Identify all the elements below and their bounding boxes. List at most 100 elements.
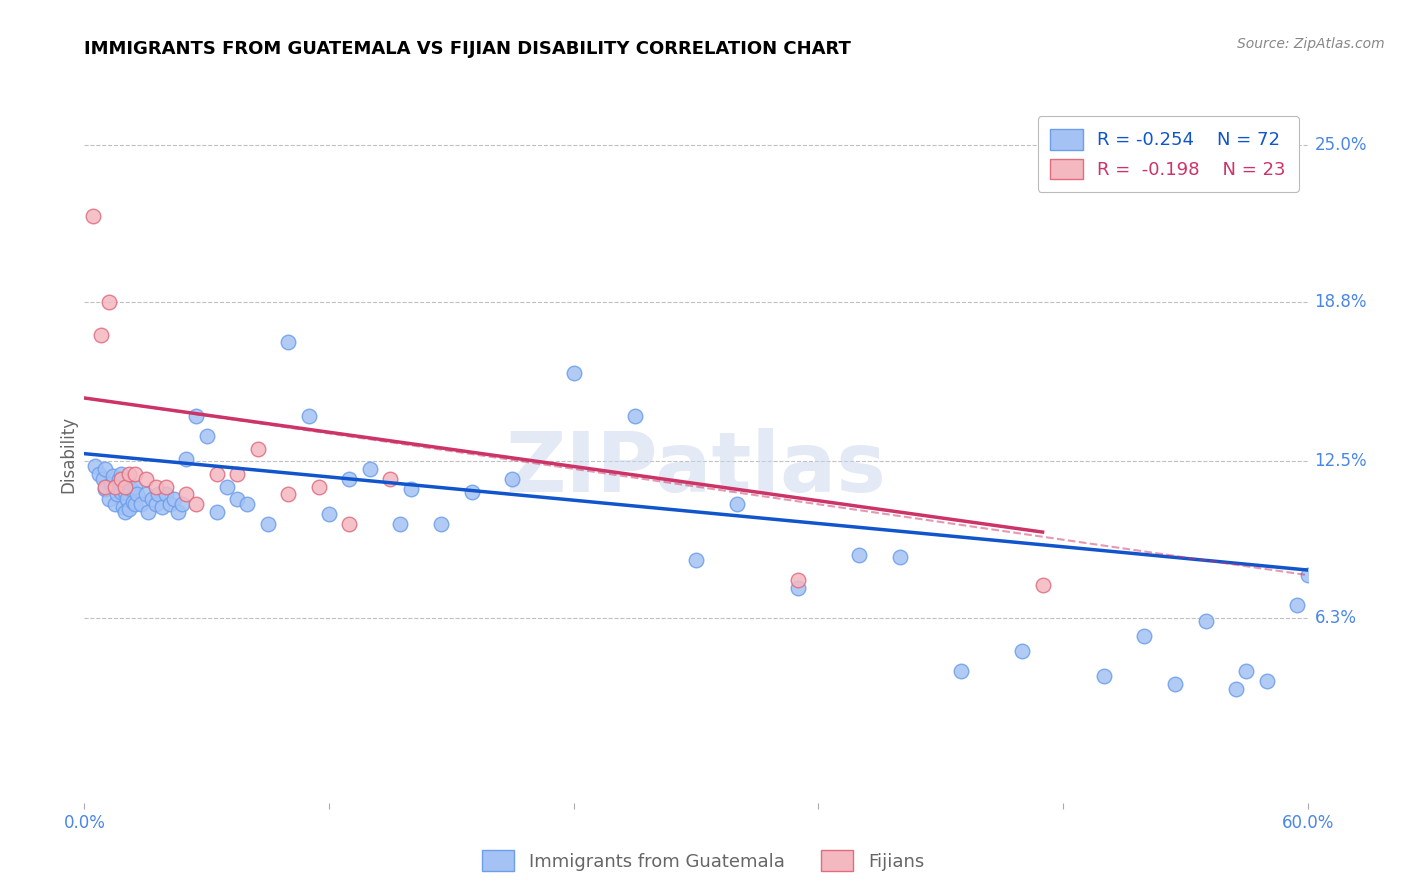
Point [339,472,360,486]
Point [380,472,402,486]
Point [257,517,280,532]
Point [124,497,146,511]
Point [159,497,181,511]
Point [110,467,132,481]
Text: 6.3%: 6.3% [1315,609,1357,627]
Point [167,505,190,519]
Point [205,467,228,481]
Point [93,479,115,493]
Point [141,492,163,507]
Legend: R = -0.254    N = 72, R =  -0.198    N = 23: R = -0.254 N = 72, R = -0.198 N = 23 [1038,116,1299,192]
Point [277,335,299,350]
Point [93,462,115,476]
Point [430,517,453,532]
Point [91,472,114,486]
Point [163,492,186,507]
Point [110,484,132,499]
Point [124,479,146,493]
Point [236,497,259,511]
Point [136,505,159,519]
Point [389,517,412,532]
Point [97,492,120,507]
Point [461,484,484,499]
Point [145,479,167,493]
Point [399,482,422,496]
Point [359,462,381,476]
Point [848,548,870,562]
Point [118,467,141,481]
Point [889,550,911,565]
Point [1133,629,1156,643]
Point [87,467,110,481]
Point [246,442,269,456]
Point [217,479,239,493]
Point [97,294,120,309]
Legend: Immigrants from Guatemala, Fijians: Immigrants from Guatemala, Fijians [475,843,931,879]
Point [93,482,115,496]
Point [308,479,330,493]
Point [501,472,523,486]
Point [318,508,340,522]
Point [685,553,707,567]
Point [155,487,177,501]
Point [118,502,141,516]
Point [1092,669,1115,683]
Point [339,517,360,532]
Point [124,467,146,481]
Point [195,429,218,443]
Point [787,581,810,595]
Point [787,573,810,587]
Text: IMMIGRANTS FROM GUATEMALA VS FIJIAN DISABILITY CORRELATION CHART: IMMIGRANTS FROM GUATEMALA VS FIJIAN DISA… [84,40,851,58]
Text: 25.0%: 25.0% [1315,136,1367,154]
Point [174,487,197,501]
Point [1234,665,1257,679]
Point [1164,677,1187,691]
Point [226,492,249,507]
Text: 18.8%: 18.8% [1315,293,1367,310]
Point [146,487,169,501]
Point [624,409,647,423]
Point [562,366,585,380]
Point [298,409,321,423]
Point [226,467,249,481]
Point [108,472,131,486]
Point [114,505,136,519]
Point [104,479,127,493]
Point [1225,681,1247,696]
Point [135,472,157,486]
Point [277,487,299,501]
Text: Source: ZipAtlas.com: Source: ZipAtlas.com [1237,37,1385,52]
Point [114,484,136,499]
Point [1011,644,1033,658]
Point [100,477,122,491]
Point [205,505,228,519]
Point [950,665,973,679]
Point [145,497,167,511]
Point [104,497,127,511]
Point [115,492,138,507]
Text: ZIPatlas: ZIPatlas [506,428,886,509]
Point [1195,614,1218,628]
Point [135,487,157,501]
Point [105,487,128,501]
Text: 12.5%: 12.5% [1315,452,1367,470]
Point [120,482,142,496]
Point [90,327,112,342]
Point [1032,578,1054,592]
Point [150,500,173,514]
Point [104,479,127,493]
Point [101,469,124,483]
Point [186,409,208,423]
Point [122,494,145,508]
Point [186,497,208,511]
Point [172,497,194,511]
Point [110,472,132,486]
Point [1256,674,1278,689]
Point [174,451,197,466]
Point [155,479,177,493]
Point [1296,568,1319,582]
Point [82,209,104,223]
Point [131,497,153,511]
Y-axis label: Disability: Disability [59,417,77,493]
Point [127,487,149,501]
